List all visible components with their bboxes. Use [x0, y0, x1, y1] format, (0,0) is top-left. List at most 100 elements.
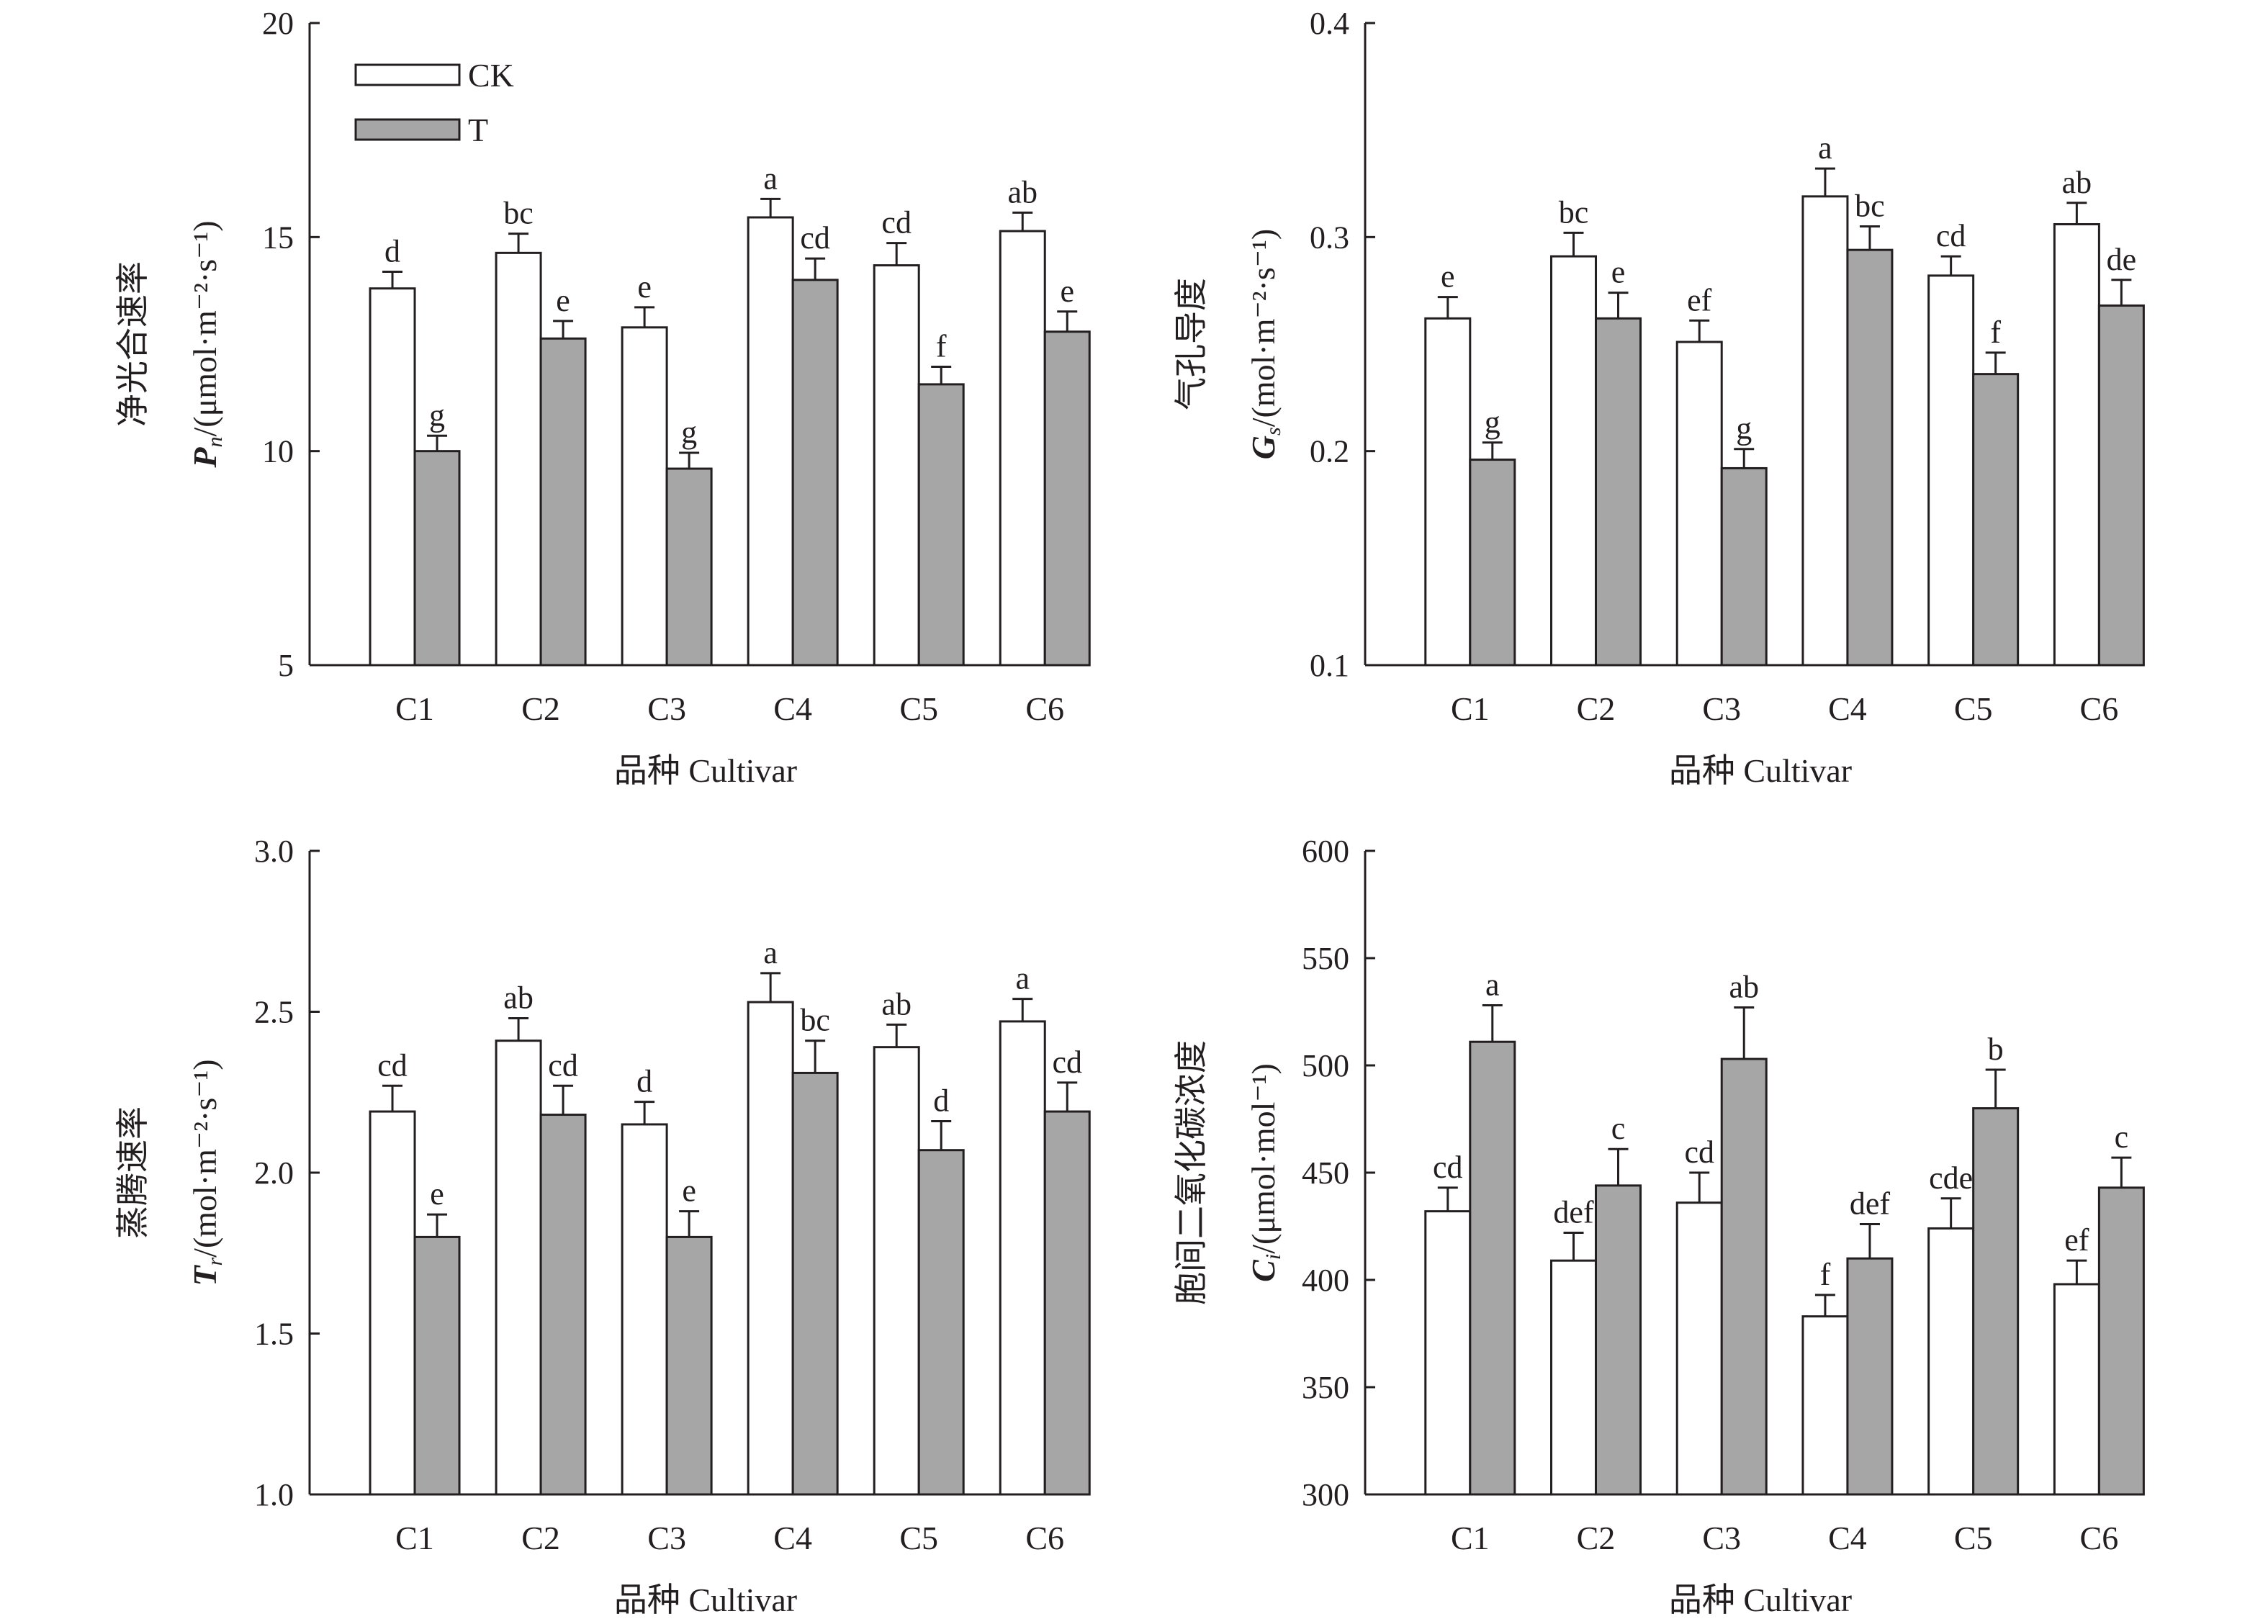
- bar-ck-c4: [1801, 1315, 1849, 1496]
- bar-ck-c1: [1424, 317, 1472, 667]
- x-tick-label: C3: [1702, 690, 1741, 727]
- x-tick-label: C6: [2080, 1520, 2119, 1556]
- significance-label: ab: [1007, 174, 1038, 209]
- x-tick-label: C5: [899, 1520, 938, 1556]
- significance-label: e: [637, 269, 652, 304]
- bar-ck-c5: [1927, 1227, 1975, 1496]
- bar-t-c1: [413, 450, 461, 667]
- bar-t-c2: [539, 1114, 587, 1496]
- y-axis-label-cn: 气孔导度: [1173, 278, 1210, 410]
- bar-t-c3: [665, 1235, 713, 1496]
- y-tick-label: 0.4: [1310, 6, 1349, 41]
- x-axis-label: 品种 Cultivar: [614, 752, 797, 789]
- y-tick-label: 3.0: [254, 834, 294, 869]
- y-tick-label: 400: [1302, 1263, 1349, 1298]
- y-tick-label: 5: [278, 648, 294, 683]
- significance-label: ab: [503, 980, 534, 1015]
- bar-t-c3: [1720, 1057, 1768, 1496]
- x-tick-label: C5: [1954, 1520, 1993, 1556]
- x-tick-label: C1: [1451, 690, 1490, 727]
- y-tick-label: 1.0: [254, 1477, 294, 1512]
- bar-ck-c1: [369, 287, 416, 667]
- bar-ck-c5: [873, 1046, 920, 1496]
- y-tick-label: 2.5: [254, 995, 294, 1030]
- chart-intercellular-co2: 300350400450500550600cdaC1defcC2cdabC3fd…: [1173, 834, 2145, 1618]
- bar-ck-c2: [1550, 1259, 1598, 1496]
- bar-t-c1: [1469, 1040, 1516, 1496]
- bar-t-c4: [1846, 1257, 1894, 1496]
- y-axis-label-symbol: Ci/(μmol·mol⁻¹): [1245, 1063, 1285, 1282]
- significance-label: c: [1611, 1111, 1626, 1146]
- significance-label: d: [636, 1064, 652, 1099]
- significance-label: cd: [800, 220, 830, 256]
- y-axis-label-symbol: Pn/(μmol·m⁻²·s⁻¹): [186, 220, 227, 468]
- significance-label: cd: [881, 205, 912, 240]
- significance-label: g: [681, 415, 697, 450]
- y-tick-label: 0.2: [1310, 434, 1349, 469]
- bar-t-c5: [917, 383, 965, 667]
- y-axis-subscript: s: [1261, 427, 1285, 436]
- chart-transpiration-rate: 1.01.52.02.53.0cdeC1abcdC2deC3abcC4abdC5…: [114, 834, 1091, 1618]
- y-axis-unit: /(mol·m⁻²·s⁻¹): [1245, 229, 1282, 427]
- y-axis-label-symbol: Tr/(mol·m⁻²·s⁻¹): [186, 1059, 227, 1286]
- significance-label: g: [1485, 405, 1500, 440]
- x-tick-label: C3: [1702, 1520, 1741, 1556]
- bar-ck-c4: [747, 1001, 794, 1496]
- x-tick-label: C1: [395, 1520, 434, 1556]
- significance-label: d: [384, 234, 400, 269]
- x-tick-label: C4: [1828, 1520, 1867, 1556]
- significance-label: cd: [1684, 1134, 1714, 1170]
- bar-ck-c6: [999, 1020, 1046, 1496]
- y-axis-symbol: T: [186, 1265, 223, 1286]
- bar-t-c2: [539, 337, 587, 667]
- chart-stomatal-conductance: 0.10.20.30.4egC1bceC2efgC3abcC4cdfC5abde…: [1173, 6, 2145, 789]
- legend-label-t: T: [468, 112, 488, 148]
- significance-label: ab: [2062, 165, 2092, 200]
- x-axis-label: 品种 Cultivar: [1669, 752, 1852, 789]
- bar-t-c3: [1720, 466, 1768, 667]
- bar-t-c4: [791, 279, 839, 667]
- y-axis-symbol: G: [1245, 436, 1282, 459]
- y-axis-label-cn: 蒸腾速率: [114, 1106, 151, 1239]
- bar-t-c4: [1846, 248, 1894, 667]
- y-axis-unit: /(μmol·mol⁻¹): [1245, 1063, 1282, 1254]
- x-tick-label: C4: [773, 690, 812, 727]
- significance-label: b: [1988, 1032, 2004, 1067]
- significance-label: bc: [1855, 188, 1885, 223]
- x-tick-label: C1: [395, 690, 434, 727]
- significance-label: ef: [2064, 1222, 2089, 1258]
- x-tick-label: C2: [1577, 690, 1616, 727]
- significance-label: bc: [1559, 194, 1589, 230]
- significance-label: e: [1060, 274, 1074, 309]
- bar-t-c5: [917, 1149, 965, 1496]
- x-tick-label: C6: [2080, 690, 2119, 727]
- significance-label: a: [1015, 961, 1030, 996]
- significance-label: a: [1485, 967, 1500, 1003]
- legend-label-ck: CK: [468, 57, 514, 94]
- y-axis-unit: /(μmol·m⁻²·s⁻¹): [186, 220, 223, 436]
- x-tick-label: C6: [1025, 1520, 1064, 1556]
- y-tick-label: 350: [1302, 1370, 1349, 1405]
- y-tick-label: 2.0: [254, 1155, 294, 1191]
- significance-label: f: [1820, 1257, 1831, 1292]
- y-tick-label: 0.1: [1310, 648, 1349, 683]
- bar-ck-c4: [747, 216, 794, 667]
- bar-t-c2: [1595, 317, 1642, 667]
- bar-ck-c6: [2053, 222, 2100, 667]
- y-axis-label-symbol: Gs/(mol·m⁻²·s⁻¹): [1245, 229, 1285, 459]
- significance-label: g: [1736, 411, 1752, 446]
- bar-t-c4: [791, 1071, 839, 1496]
- x-tick-label: C4: [773, 1520, 812, 1556]
- x-tick-label: C3: [647, 1520, 686, 1556]
- bar-ck-c3: [621, 1123, 668, 1496]
- bar-t-c6: [1043, 330, 1091, 667]
- significance-label: e: [556, 283, 570, 318]
- significance-label: def: [1850, 1186, 1891, 1222]
- x-tick-label: C2: [1577, 1520, 1616, 1556]
- y-tick-label: 20: [262, 6, 294, 41]
- bar-t-c5: [1972, 373, 2020, 667]
- bar-t-c5: [1972, 1107, 2020, 1496]
- significance-label: cd: [1052, 1045, 1082, 1080]
- significance-label: c: [2115, 1119, 2129, 1155]
- significance-label: f: [936, 329, 947, 364]
